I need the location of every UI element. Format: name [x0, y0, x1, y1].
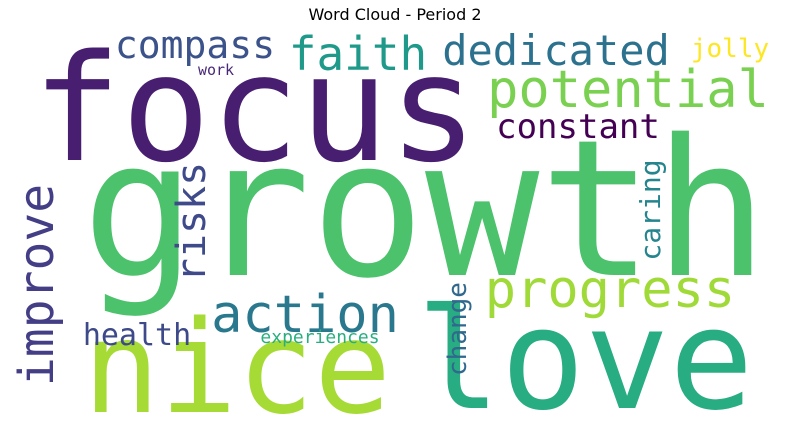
- word-experiences: experiences: [260, 327, 379, 348]
- word-action: action: [211, 285, 399, 345]
- word-growth: growth: [82, 99, 768, 320]
- word-compass: compass: [115, 23, 275, 67]
- word-health: health: [83, 318, 191, 353]
- word-change: change: [443, 282, 473, 376]
- word-caring: caring: [634, 159, 667, 260]
- word-faith: faith: [289, 27, 427, 81]
- word-potential: potential: [487, 60, 769, 120]
- word-dedicated: dedicated: [442, 26, 670, 75]
- word-improve: improve: [9, 184, 65, 386]
- word-nice: nice: [83, 294, 391, 427]
- word-jolly: jolly: [691, 34, 769, 64]
- word-constant: constant: [496, 107, 660, 147]
- word-love: love: [416, 279, 753, 427]
- word-progress: progress: [485, 260, 735, 320]
- word-focus: focus: [32, 23, 478, 195]
- word-work: work: [198, 61, 234, 79]
- word-risks: risks: [169, 162, 215, 282]
- chart-title: Word Cloud - Period 2: [308, 5, 482, 24]
